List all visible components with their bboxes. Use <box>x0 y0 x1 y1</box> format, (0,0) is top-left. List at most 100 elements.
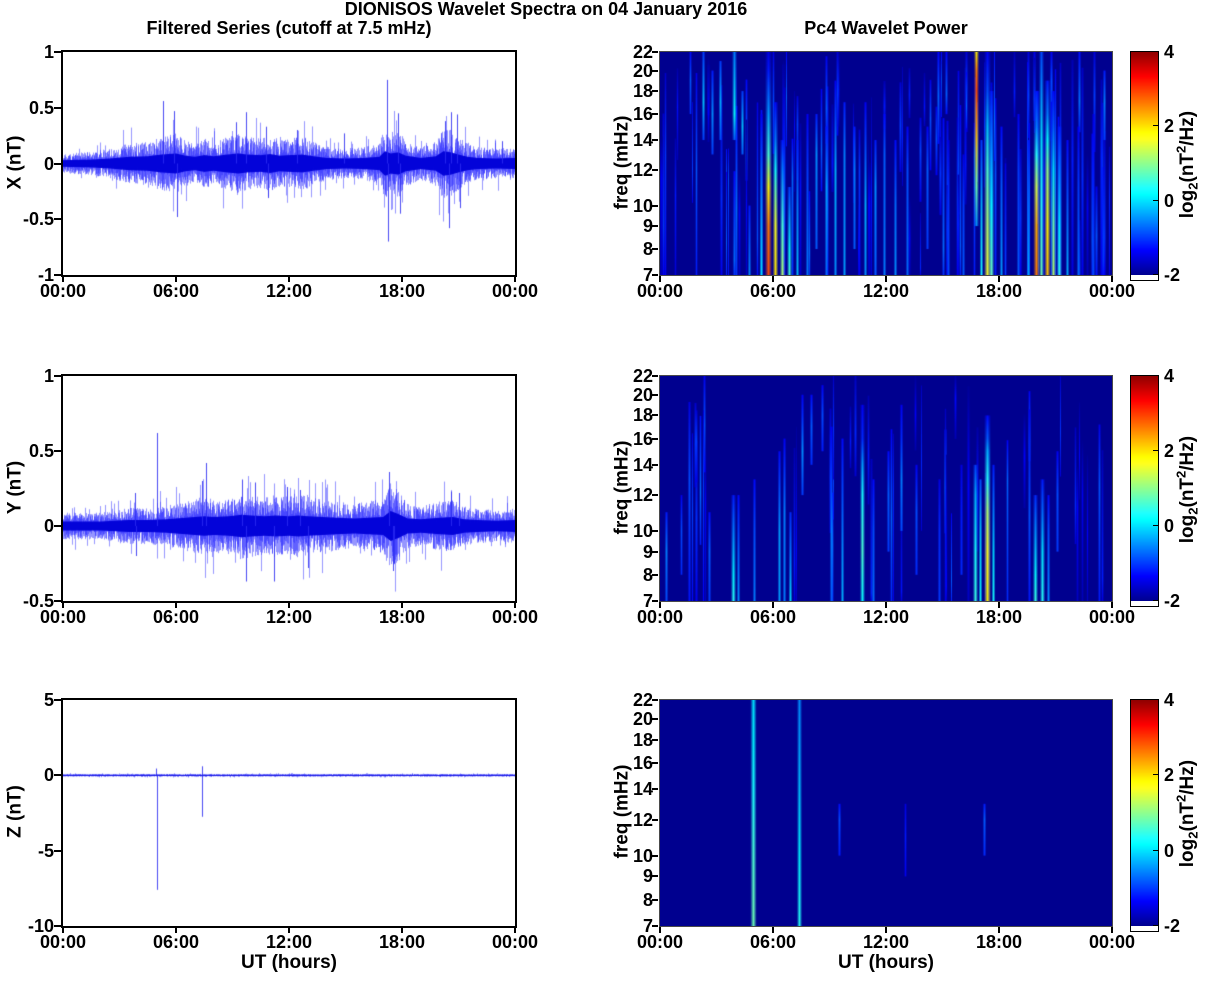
tick-mark <box>652 437 658 440</box>
tick-mark <box>652 463 658 466</box>
z-series-panel <box>61 698 517 928</box>
freq-tick-label: 8 <box>642 564 653 585</box>
z-series-plot <box>63 700 515 926</box>
freq-tick-label: 20 <box>632 60 653 81</box>
colorbar-y-gradient <box>1131 376 1158 601</box>
tick-mark <box>54 106 61 109</box>
tick-mark <box>514 927 516 933</box>
freq-tick-label: 16 <box>632 428 653 449</box>
main-title: DIONISOS Wavelet Spectra on 04 January 2… <box>344 0 748 19</box>
tick-mark <box>998 276 1000 282</box>
time-tick-label: 06:00 <box>152 607 200 627</box>
ut-axis-label-right: UT (hours) <box>837 952 935 973</box>
tick-mark <box>652 761 658 764</box>
time-tick-label: 00:00 <box>39 281 87 301</box>
tick-mark <box>652 898 658 901</box>
colorbar-tick-label: 0 <box>1164 516 1175 536</box>
tick-mark <box>652 274 658 276</box>
freq-tick-label: 18 <box>632 81 653 102</box>
colorbar-label-sup: 2 <box>1173 470 1189 478</box>
tick-mark <box>652 529 658 532</box>
colorbar-tick-label: 2 <box>1164 116 1175 137</box>
time-tick-label: 18:00 <box>975 607 1023 627</box>
y-tick-label: -0.5 <box>22 591 54 611</box>
tick-mark <box>652 225 658 228</box>
time-tick-label: 18:00 <box>378 607 426 627</box>
tick-mark <box>54 274 61 276</box>
tick-mark <box>998 927 1000 933</box>
tick-mark <box>885 602 887 608</box>
colorbar-tick-label: 4 <box>1164 690 1175 710</box>
tick-mark <box>652 90 658 93</box>
tick-mark <box>772 927 774 933</box>
tick-mark <box>514 276 516 282</box>
colorbar-tick-label: 0 <box>1164 840 1175 861</box>
freq-tick-label: 10 <box>632 845 653 866</box>
z-wavelet-spectrogram <box>660 700 1112 926</box>
tick-mark <box>652 925 658 927</box>
tick-mark <box>1153 51 1158 52</box>
tick-mark <box>62 602 64 608</box>
tick-mark <box>652 818 658 821</box>
y-tick-label: 0 <box>43 765 54 786</box>
freq-tick-label: 7 <box>642 591 653 611</box>
tick-mark <box>54 375 61 377</box>
colorbar-tick-label: 0 <box>1164 190 1175 211</box>
time-tick-label: 12:00 <box>265 932 313 952</box>
colorbar-tick-label: 4 <box>1164 42 1175 62</box>
colorbar-label-sub: 2 <box>1185 831 1201 839</box>
tick-mark <box>54 774 61 777</box>
time-tick-label: 12:00 <box>265 281 313 301</box>
tick-mark <box>652 375 658 377</box>
tick-mark <box>652 414 658 417</box>
tick-mark <box>54 699 61 701</box>
tick-mark <box>1153 525 1158 526</box>
time-tick-label: 12:00 <box>862 281 910 301</box>
y-tick-label: 0.5 <box>28 441 54 461</box>
time-tick-label: 06:00 <box>152 932 200 952</box>
tick-mark <box>652 788 658 791</box>
tick-mark <box>1153 274 1158 275</box>
colorbar-label-sub: 2 <box>1185 182 1201 190</box>
tick-mark <box>659 927 661 933</box>
freq-tick-label: 16 <box>632 104 653 124</box>
tick-mark <box>659 602 661 608</box>
tick-mark <box>1153 199 1158 201</box>
tick-mark <box>1111 927 1113 933</box>
tick-mark <box>652 573 658 576</box>
tick-mark <box>54 525 61 527</box>
tick-mark <box>54 51 61 53</box>
tick-mark <box>1153 450 1158 451</box>
colorbar-tick-label: 2 <box>1164 765 1175 786</box>
y-tick-label: 5 <box>43 690 54 710</box>
tick-mark <box>1153 375 1158 376</box>
tick-mark <box>54 600 61 602</box>
colorbar-label-text: (nT <box>1176 801 1198 832</box>
time-tick-label: 00:00 <box>1088 607 1136 627</box>
tick-mark <box>1153 849 1158 851</box>
freq-tick-label: 14 <box>632 130 653 151</box>
freq-tick-label: 9 <box>642 866 653 887</box>
y-tick-label: 0 <box>43 153 54 174</box>
tick-mark <box>54 925 61 927</box>
tick-mark <box>54 162 61 165</box>
time-tick-label: 00:00 <box>636 281 684 301</box>
tick-mark <box>401 927 403 933</box>
time-tick-label: 00:00 <box>39 607 87 627</box>
time-tick-label: 18:00 <box>975 932 1023 952</box>
tick-mark <box>652 204 658 207</box>
tick-mark <box>401 602 403 608</box>
freq-tick-label: 22 <box>632 366 653 386</box>
freq-tick-label: 18 <box>632 405 653 426</box>
y-tick-label: 0.5 <box>28 97 54 118</box>
colorbar-x <box>1130 51 1159 281</box>
tick-mark <box>1153 699 1158 700</box>
y-tick-label: 1 <box>43 42 54 62</box>
time-tick-label: 00:00 <box>491 607 539 627</box>
freq-tick-label: 14 <box>632 779 653 800</box>
colorbar-tick-label: 2 <box>1164 441 1175 461</box>
tick-mark <box>652 717 658 720</box>
tick-mark <box>54 218 61 221</box>
tick-mark <box>62 276 64 282</box>
